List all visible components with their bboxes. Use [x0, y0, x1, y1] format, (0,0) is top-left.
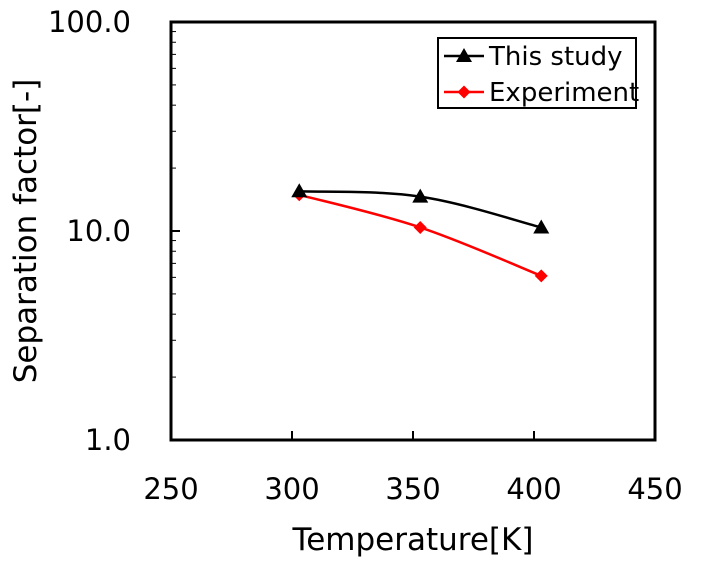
- data-point-this-study: [533, 219, 550, 234]
- legend-marker-this-study: [456, 48, 472, 62]
- plot-layer: [170, 21, 656, 441]
- y-tick-label: 10.0: [66, 214, 131, 248]
- legend-marker-experiment: [457, 85, 471, 99]
- x-tick-label: 400: [506, 472, 561, 506]
- data-point-experiment: [413, 220, 427, 234]
- x-tick-labels: 250 300 350 400 450: [143, 472, 682, 506]
- y-tick-label: 100.0: [48, 5, 131, 39]
- y-tick-label: 1.0: [85, 423, 131, 457]
- plot-area-frame: [169, 20, 657, 442]
- series-line-experiment: [298, 193, 542, 278]
- x-axis-title: Temperature[K]: [292, 522, 534, 558]
- legend-label-experiment: Experiment: [489, 78, 639, 108]
- data-point-this-study: [291, 183, 308, 198]
- legend-label-this-study: This study: [488, 42, 623, 72]
- y-tick-labels: 1.0 10.0 100.0: [48, 5, 131, 457]
- x-tick-label: 250: [143, 472, 198, 506]
- legend: This study Experiment: [444, 42, 639, 108]
- y-axis-title: Separation factor[-]: [8, 79, 44, 384]
- data-point-experiment: [534, 269, 548, 283]
- data-point-this-study: [412, 188, 429, 203]
- legend-box: [437, 37, 637, 109]
- x-tick-label: 450: [627, 472, 682, 506]
- x-tick-label: 350: [385, 472, 440, 506]
- x-tick-label: 300: [264, 472, 319, 506]
